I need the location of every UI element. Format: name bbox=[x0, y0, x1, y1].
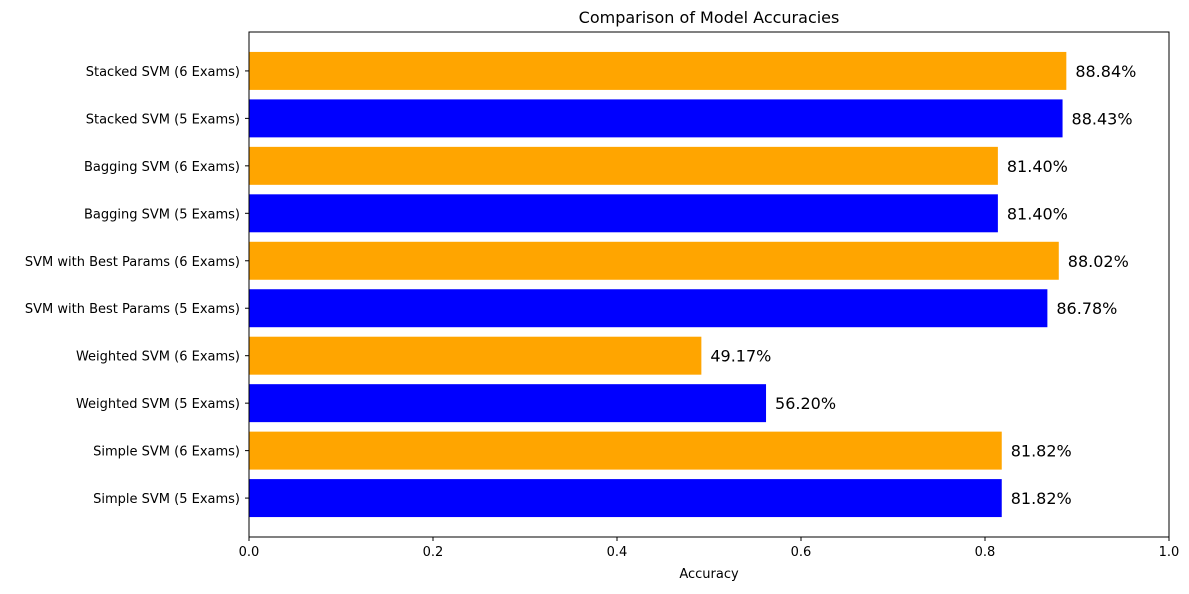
bar bbox=[249, 99, 1063, 138]
bar-value-label: 88.43% bbox=[1072, 109, 1133, 128]
bar-value-label: 56.20% bbox=[775, 394, 836, 413]
bar bbox=[249, 51, 1067, 90]
bar bbox=[249, 194, 998, 233]
y-tick-label: Stacked SVM (5 Exams) bbox=[86, 112, 240, 127]
bar-value-label: 81.82% bbox=[1011, 489, 1072, 508]
chart-title: Comparison of Model Accuracies bbox=[579, 8, 840, 27]
x-axis-label: Accuracy bbox=[679, 567, 739, 582]
bars-layer bbox=[249, 51, 1067, 518]
y-tick-label: Stacked SVM (6 Exams) bbox=[86, 65, 240, 80]
plot-frame bbox=[248, 31, 1170, 538]
bar-value-label: 86.78% bbox=[1056, 299, 1117, 318]
y-tick-label: Bagging SVM (5 Exams) bbox=[84, 207, 240, 222]
x-tick-label: 1.0 bbox=[1159, 545, 1180, 560]
y-axis: Simple SVM (5 Exams) Simple SVM (6 Exams)… bbox=[25, 65, 249, 507]
value-labels-layer: 81.82% 81.82% 56.20% 49.17% 86.78% 88.02% 81.4… bbox=[710, 62, 1136, 508]
y-tick-label: Weighted SVM (5 Exams) bbox=[76, 397, 240, 412]
bar-value-label: 81.82% bbox=[1011, 442, 1072, 461]
y-tick-label: SVM with Best Params (6 Exams) bbox=[25, 255, 240, 270]
bar bbox=[249, 431, 1002, 470]
y-tick-label: Weighted SVM (6 Exams) bbox=[76, 350, 240, 365]
bar bbox=[249, 146, 998, 185]
y-tick-label: Simple SVM (6 Exams) bbox=[93, 445, 240, 460]
x-tick-label: 0.6 bbox=[791, 545, 812, 560]
x-axis: 0.0 0.2 0.4 0.6 0.8 1.0 bbox=[239, 537, 1180, 560]
bar bbox=[249, 384, 767, 423]
bar bbox=[249, 241, 1059, 280]
bar bbox=[249, 289, 1048, 328]
x-tick-label: 0.2 bbox=[423, 545, 444, 560]
bar bbox=[249, 336, 702, 375]
x-tick-label: 0.8 bbox=[975, 545, 996, 560]
x-tick-label: 0.4 bbox=[607, 545, 628, 560]
x-tick-label: 0.0 bbox=[239, 545, 260, 560]
y-tick-label: Simple SVM (5 Exams) bbox=[93, 492, 240, 507]
bar-value-label: 49.17% bbox=[710, 347, 771, 366]
bar bbox=[249, 479, 1002, 518]
bar-value-label: 88.02% bbox=[1068, 252, 1129, 271]
y-tick-label: Bagging SVM (6 Exams) bbox=[84, 160, 240, 175]
bar-value-label: 88.84% bbox=[1075, 62, 1136, 81]
bar-value-label: 81.40% bbox=[1007, 204, 1068, 223]
bar-value-label: 81.40% bbox=[1007, 157, 1068, 176]
y-tick-label: SVM with Best Params (5 Exams) bbox=[25, 302, 240, 317]
